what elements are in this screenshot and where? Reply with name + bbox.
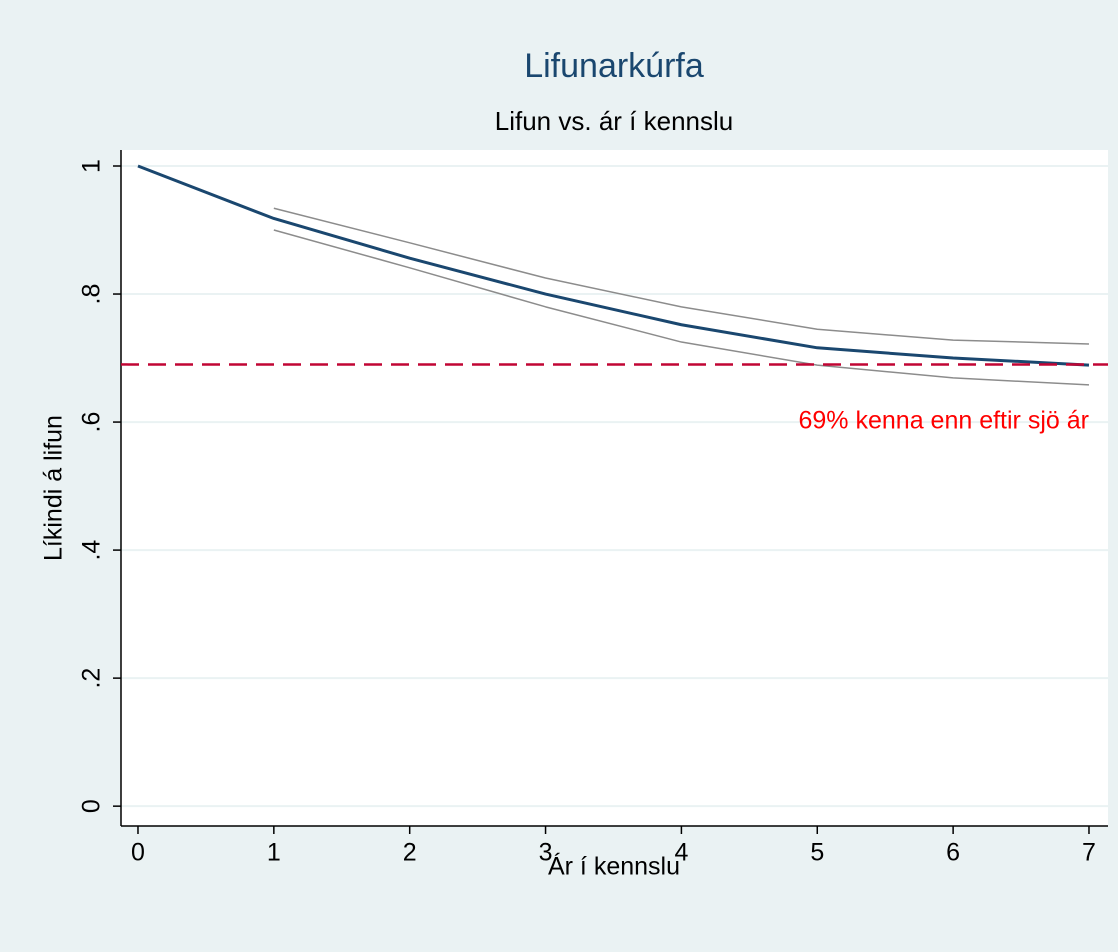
y-tick-label: .2 [78,668,106,689]
x-tick-label: 0 [131,839,145,867]
series-line [273,229,1090,386]
y-tick-label: 1 [78,159,106,173]
x-tick-label: 1 [267,839,281,867]
y-axis-label: Líkindi á lifun [40,415,68,561]
x-tick-label: 2 [403,839,417,867]
x-tick-label: 7 [1082,839,1096,867]
plot-area [121,150,1108,826]
x-tick-label: 6 [946,839,960,867]
y-tick-label: .6 [78,412,106,433]
y-tick-label: .4 [78,540,106,561]
x-tick-label: 3 [539,839,553,867]
chart-title: Lifunarkúrfa [524,47,704,85]
y-tick-label: 0 [78,799,106,813]
y-tick-label: .8 [78,284,106,305]
series-line [137,164,1090,367]
annotation: 69% kenna enn eftir sjö ár [799,407,1089,435]
series-line [273,207,1090,345]
x-tick-label: 5 [810,839,824,867]
x-tick-label: 4 [674,839,688,867]
x-axis-label: Ár í kennslu [548,852,680,881]
chart-subtitle: Lifun vs. ár í kennslu [495,106,733,136]
